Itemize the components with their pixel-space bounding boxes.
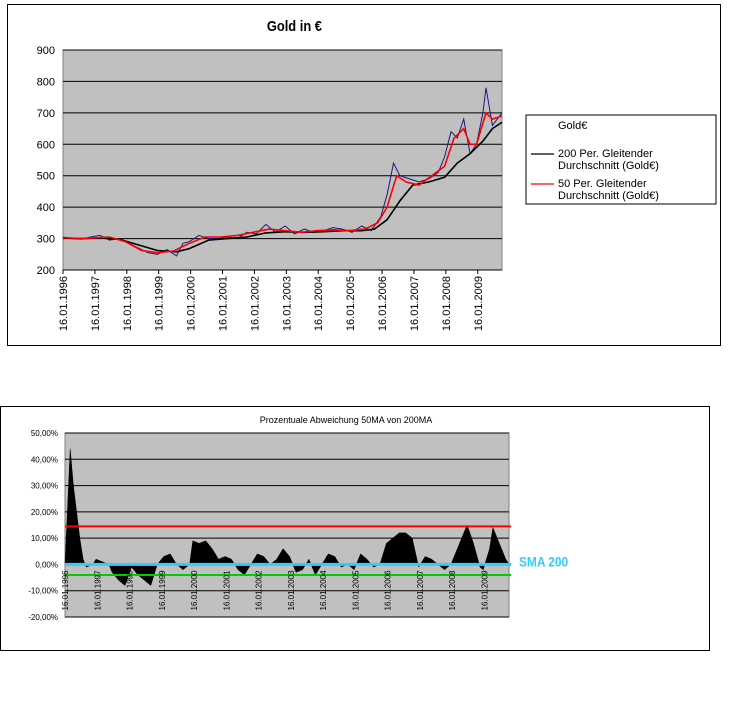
x-tick-label: 16.01.2006 — [377, 276, 389, 331]
y-tick-label: -20,00% — [28, 613, 58, 622]
x-tick-label: 16.01.2001 — [218, 276, 230, 331]
y-tick-label: 50,00% — [31, 429, 58, 438]
y-tick-label: 10,00% — [31, 534, 58, 543]
x-tick-label: 16.01.2009 — [480, 570, 489, 611]
y-tick-label: 0,00% — [35, 560, 58, 569]
plot-area — [62, 49, 503, 271]
legend-label: 50 Per. Gleitender — [558, 178, 647, 190]
chart-title: Prozentuale Abweichung 50MA von 200MA — [260, 415, 433, 425]
y-tick-label: -10,00% — [28, 587, 58, 596]
y-tick-label: 20,00% — [31, 508, 58, 517]
y-tick-label: 400 — [37, 202, 55, 214]
legend-label: Durchschnitt (Gold€) — [558, 190, 659, 202]
x-tick-label: 16.01.2001 — [222, 570, 231, 611]
legend-label: Durchschnitt (Gold€) — [558, 160, 659, 172]
x-tick-label: 16.01.1998 — [126, 570, 135, 611]
x-tick-label: 16.01.2004 — [313, 276, 325, 331]
series-line-2 — [62, 121, 503, 253]
x-tick-label: 16.01.1998 — [122, 276, 134, 331]
sma-200-label: SMA 200 — [519, 553, 568, 569]
deviation-area — [64, 448, 510, 586]
plot-area — [64, 432, 510, 618]
x-tick-label: 16.01.1996 — [61, 570, 70, 611]
x-tick-label: 16.01.2002 — [249, 276, 261, 331]
x-tick-label: 16.01.2007 — [416, 570, 425, 611]
y-tick-label: 30,00% — [31, 482, 58, 491]
x-tick-label: 16.01.2005 — [345, 276, 357, 331]
y-tick-label: 800 — [37, 76, 55, 88]
x-tick-label: 16.01.2009 — [473, 276, 485, 331]
x-tick-label: 16.01.2006 — [384, 570, 393, 611]
chart-title: Gold in € — [267, 17, 322, 34]
x-tick-label: 16.01.2008 — [441, 276, 453, 331]
gold-price-chart: Gold in € 200 300 400 500 600 700 800 900 16.01.1… — [37, 17, 717, 331]
legend-label: Gold€ — [558, 120, 587, 132]
x-tick-label: 16.01.2007 — [409, 276, 421, 331]
y-tick-label: 40,00% — [31, 455, 58, 464]
x-tick-label: 16.01.1997 — [93, 570, 102, 611]
y-tick-label: 200 — [37, 265, 55, 277]
x-tick-label: 16.01.1999 — [154, 276, 166, 331]
x-tick-label: 16.01.2008 — [448, 570, 457, 611]
legend-box — [525, 114, 717, 205]
x-tick-label: 16.01.1997 — [90, 276, 102, 331]
y-tick-label: 300 — [37, 234, 55, 246]
x-tick-label: 16.01.2004 — [319, 570, 328, 611]
x-tick-label: 16.01.2003 — [287, 570, 296, 611]
x-tick-label: 16.01.2003 — [281, 276, 293, 331]
y-tick-label: 700 — [37, 108, 55, 120]
legend-label: 200 Per. Gleitender — [558, 148, 653, 160]
x-tick-label: 16.01.2000 — [190, 570, 199, 611]
gold-chart-panel: Gold in € 200 300 400 500 600 700 800 900 16.01.1… — [7, 4, 721, 346]
deviation-chart-panel: Prozentuale Abweichung 50MA von 200MA -20… — [0, 406, 710, 651]
y-tick-label: 500 — [37, 171, 55, 183]
x-tick-label: 16.01.2000 — [186, 276, 198, 331]
x-tick-label: 16.01.2002 — [255, 570, 264, 611]
y-tick-label: 900 — [37, 45, 55, 57]
x-tick-label: 16.01.1999 — [158, 570, 167, 611]
y-tick-label: 600 — [37, 139, 55, 151]
deviation-chart: Prozentuale Abweichung 50MA von 200MA -20… — [28, 415, 568, 622]
series-line-3 — [62, 111, 503, 254]
x-tick-label: 16.01.2005 — [351, 570, 360, 611]
x-tick-label: 16.01.1996 — [58, 276, 70, 331]
